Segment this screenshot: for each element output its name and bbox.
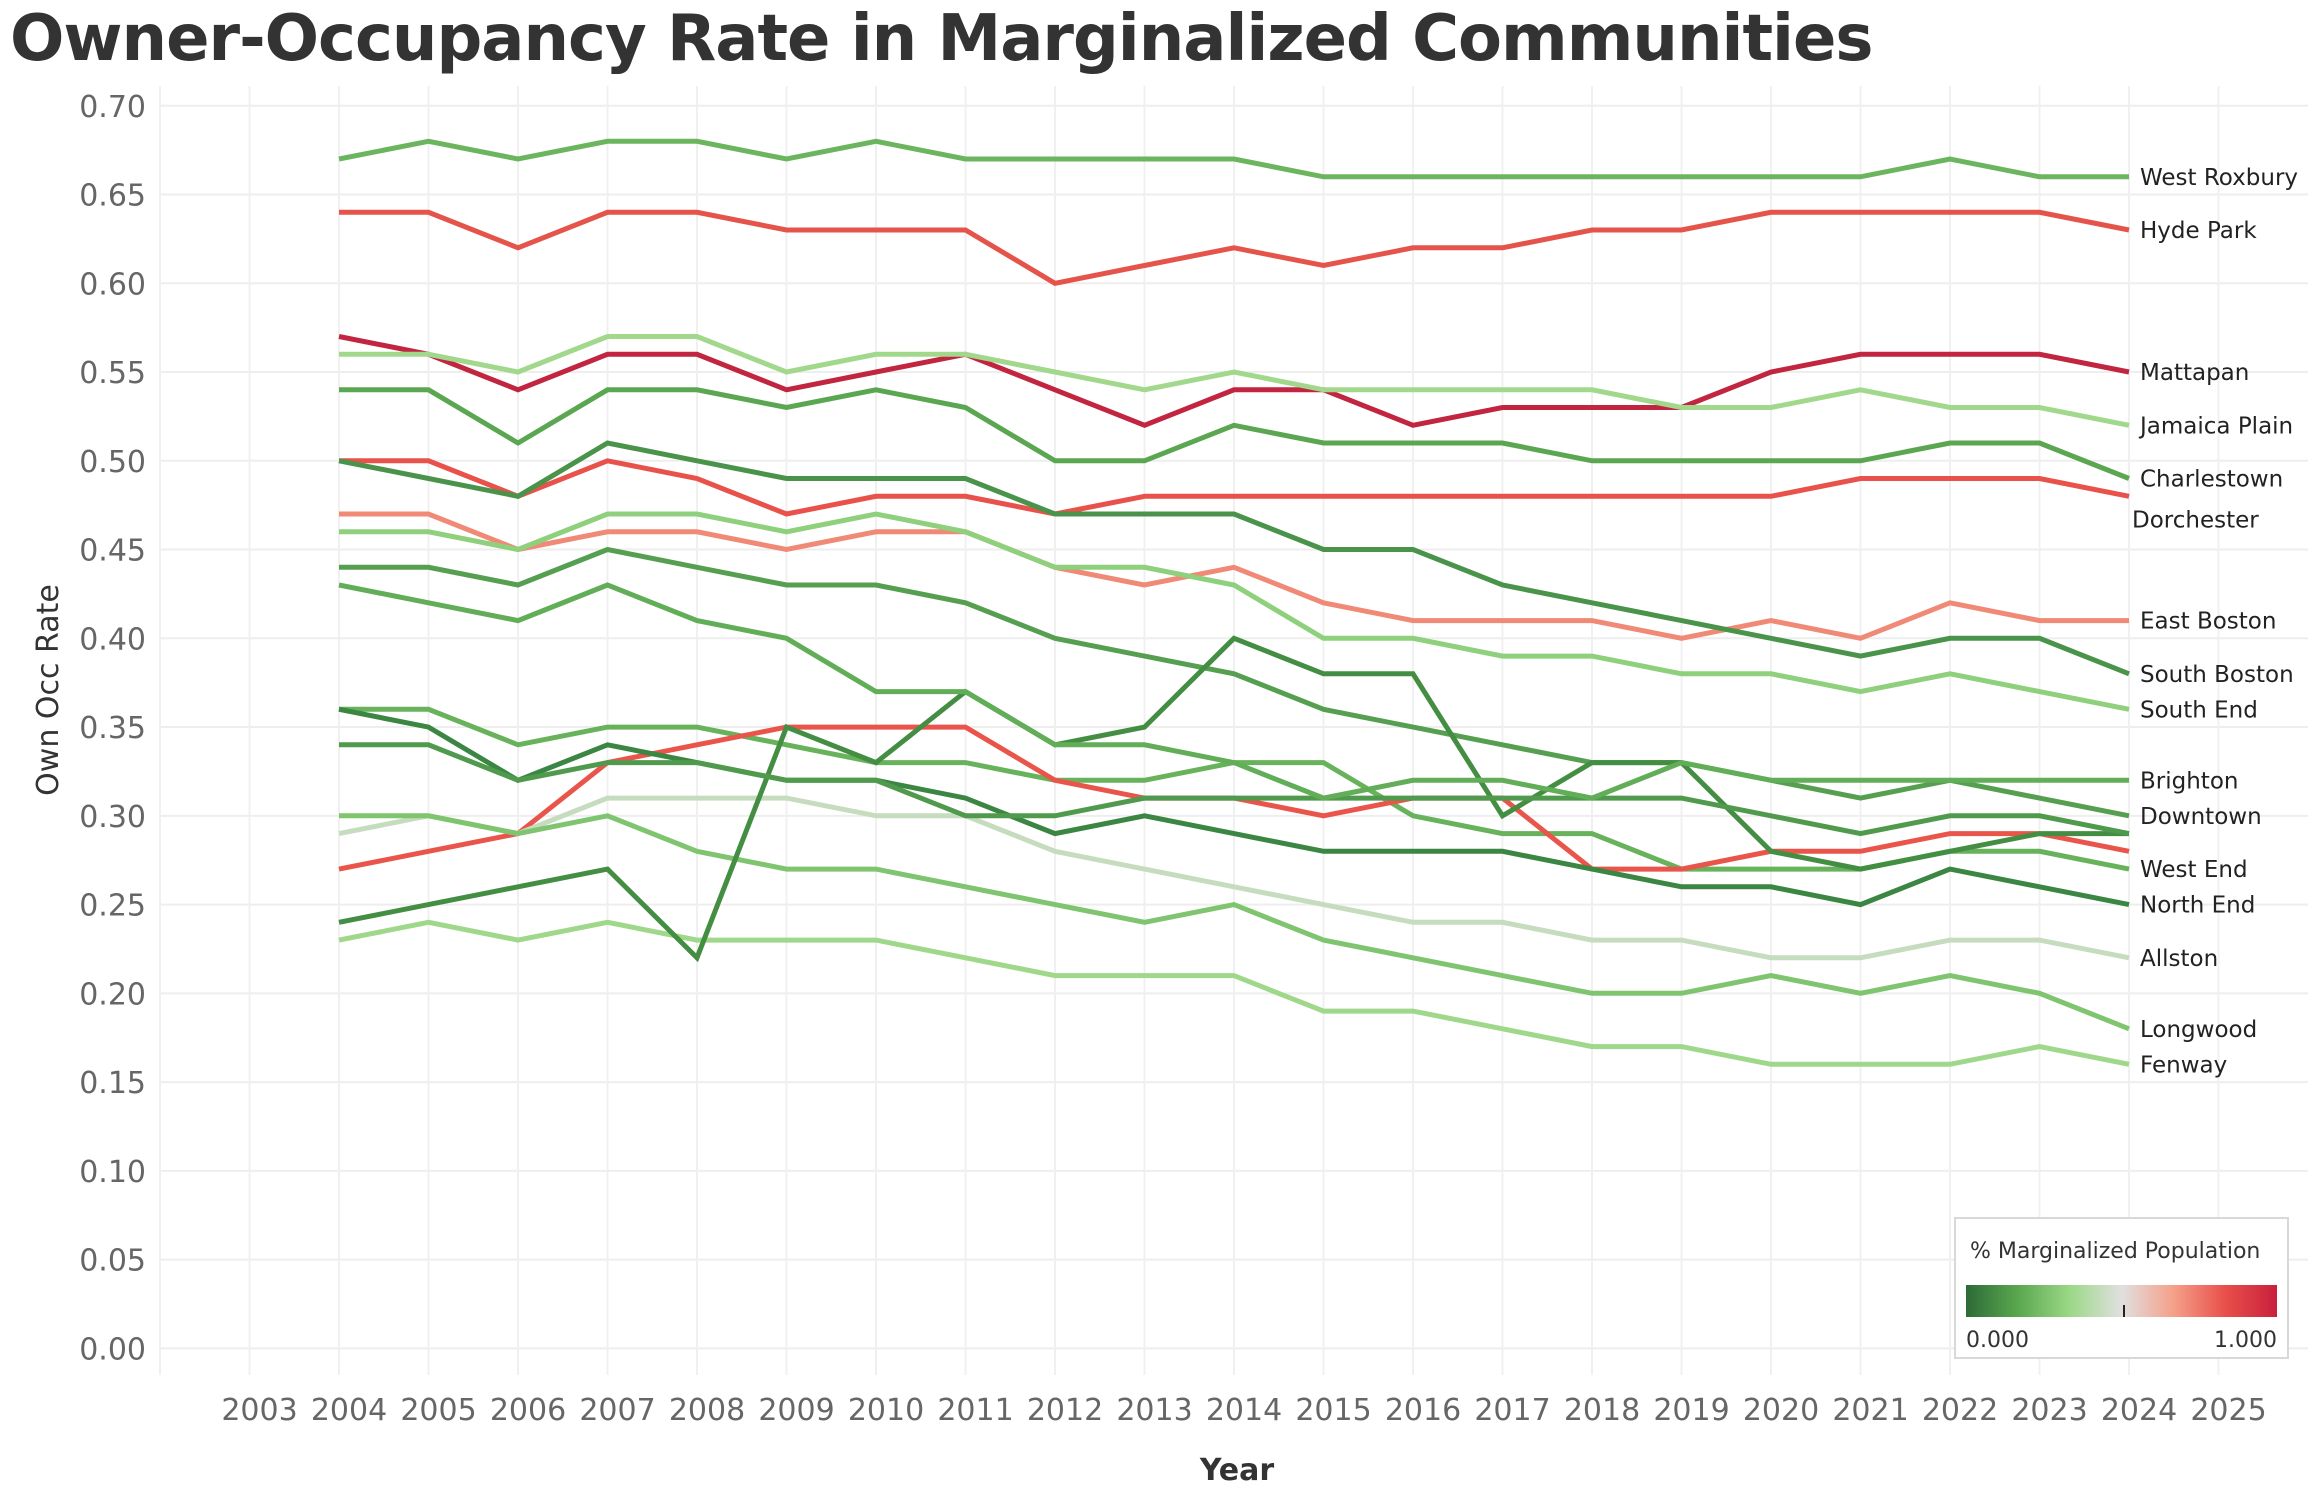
x-axis-title: Year <box>1199 1453 1275 1488</box>
series-end-labels: West Roxbury Hyde Park Mattapan Jamaica Pla… <box>2132 165 2298 1079</box>
x-tick-label: 2019 <box>1653 1393 1729 1428</box>
x-tick-label: 2013 <box>1116 1393 1192 1428</box>
series-label-longwood: Longwood <box>2140 1017 2257 1043</box>
series-label-mattapan: Mattapan <box>2140 360 2249 386</box>
y-tick-label: 0.60 <box>79 267 146 302</box>
y-tick-label: 0.45 <box>79 534 146 569</box>
y-tick-label: 0.65 <box>79 179 146 214</box>
y-tick-label: 0.30 <box>79 800 146 835</box>
x-tick-label: 2014 <box>1206 1393 1282 1428</box>
series-line-dorchester <box>339 458 2130 517</box>
series-line-north-end <box>338 706 2130 908</box>
y-axis-ticks: 0.00 0.05 0.10 0.15 0.20 0.25 0.30 0.35 0.40 0.45… <box>79 90 146 1368</box>
y-tick-label: 0.10 <box>79 1155 146 1190</box>
gridlines <box>159 86 2308 1375</box>
x-tick-label: 2003 <box>221 1393 297 1428</box>
series-lines <box>338 138 2130 1067</box>
x-tick-label: 2011 <box>937 1393 1013 1428</box>
series-line-unlabeled-17 <box>339 742 2130 837</box>
legend-min-label: 0.000 <box>1966 1328 2029 1353</box>
series-label-brighton: Brighton <box>2140 768 2238 794</box>
series-line-fenway <box>338 919 2130 1067</box>
x-tick-label: 2016 <box>1385 1393 1461 1428</box>
x-tick-label: 2006 <box>490 1393 566 1428</box>
series-line-charlestown <box>339 387 2130 481</box>
x-tick-label: 2010 <box>848 1393 924 1428</box>
y-tick-label: 0.00 <box>79 1332 146 1367</box>
x-tick-label: 2007 <box>579 1393 655 1428</box>
series-line-west-roxbury <box>338 138 2129 180</box>
series-line-unlabeled-16 <box>338 635 2129 963</box>
legend-max-label: 1.000 <box>2214 1328 2277 1353</box>
y-tick-label: 0.05 <box>79 1244 146 1279</box>
y-axis-title: Own Occ Rate <box>31 584 66 796</box>
chart-title: Owner-Occupancy Rate in Marginalized Com… <box>10 2 1873 76</box>
series-label-dorchester: Dorchester <box>2132 507 2259 533</box>
series-label-allston: Allston <box>2140 946 2218 972</box>
series-line-longwood <box>339 813 2130 1032</box>
x-axis-ticks: 2003 2004 2005 2006 2007 2008 2009 2010 2011 2012… <box>221 1393 2266 1428</box>
x-tick-label: 2004 <box>311 1393 387 1428</box>
x-tick-label: 2023 <box>2011 1393 2087 1428</box>
y-tick-label: 0.40 <box>79 622 146 657</box>
y-tick-label: 0.70 <box>79 90 146 125</box>
x-tick-label: 2024 <box>2101 1393 2177 1428</box>
x-tick-label: 2008 <box>669 1393 745 1428</box>
series-line-jamaica-plain <box>339 334 2130 428</box>
x-tick-label: 2020 <box>1743 1393 1819 1428</box>
color-legend: % Marginalized Population 0.000 1.000 <box>1954 1217 2289 1359</box>
y-tick-label: 0.55 <box>79 356 146 391</box>
series-line-downtown <box>339 546 2130 819</box>
y-tick-label: 0.35 <box>79 711 146 746</box>
series-label-downtown: Downtown <box>2140 804 2262 830</box>
series-label-west-roxbury: West Roxbury <box>2140 165 2298 191</box>
series-label-jamaica-plain: Jamaica Plain <box>2138 413 2293 439</box>
y-tick-label: 0.20 <box>79 977 146 1012</box>
x-tick-label: 2009 <box>758 1393 834 1428</box>
legend-title: % Marginalized Population <box>1970 1239 2260 1264</box>
series-label-charlestown: Charlestown <box>2140 467 2283 493</box>
x-tick-label: 2015 <box>1295 1393 1371 1428</box>
series-line-unlabeled-18 <box>338 582 2129 801</box>
series-line-south-boston <box>338 440 2130 677</box>
x-tick-label: 2012 <box>1027 1393 1103 1428</box>
series-label-south-boston: South Boston <box>2140 662 2294 688</box>
series-label-north-end: North End <box>2140 893 2255 919</box>
series-label-hyde-park: Hyde Park <box>2140 218 2257 244</box>
y-tick-label: 0.15 <box>79 1066 146 1101</box>
series-label-fenway: Fenway <box>2140 1052 2227 1078</box>
x-tick-label: 2022 <box>1922 1393 1998 1428</box>
legend-gradient-bar <box>1966 1285 2277 1317</box>
y-tick-label: 0.25 <box>79 889 146 924</box>
series-line-east-boston <box>339 511 2129 641</box>
series-line-allston <box>338 795 2130 961</box>
series-label-south-end: South End <box>2140 697 2258 723</box>
series-line-hyde-park <box>339 209 2130 286</box>
x-tick-label: 2005 <box>400 1393 476 1428</box>
x-tick-label: 2021 <box>1832 1393 1908 1428</box>
series-label-east-boston: East Boston <box>2140 609 2276 635</box>
series-line-mattapan <box>338 334 2130 428</box>
x-tick-label: 2018 <box>1564 1393 1640 1428</box>
series-label-west-end: West End <box>2140 857 2248 883</box>
x-tick-label: 2025 <box>2190 1393 2266 1428</box>
series-line-south-end <box>339 511 2130 712</box>
x-tick-label: 2017 <box>1474 1393 1550 1428</box>
y-tick-label: 0.50 <box>79 445 146 480</box>
